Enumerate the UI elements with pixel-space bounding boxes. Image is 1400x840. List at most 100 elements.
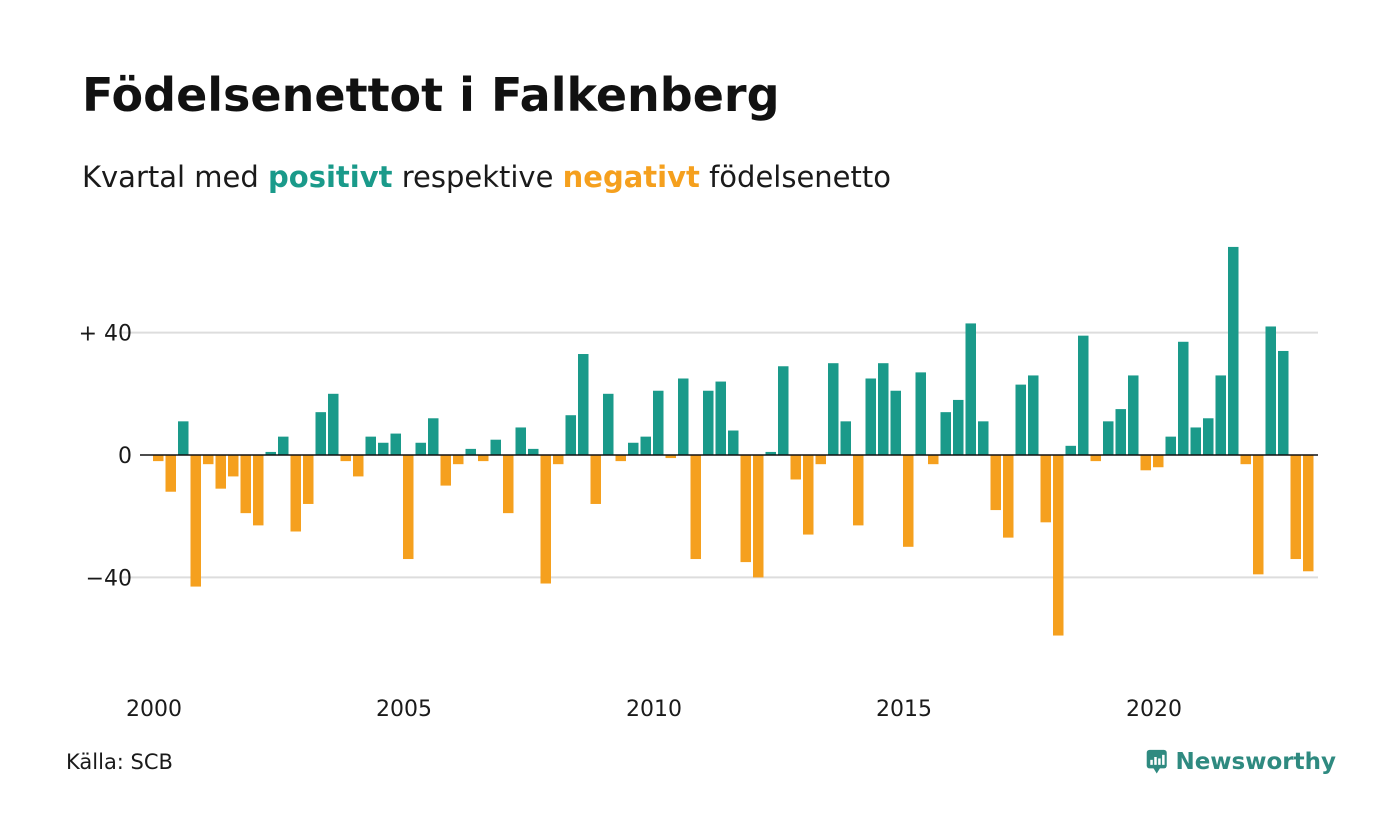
bar-positive xyxy=(840,421,851,455)
bar-positive xyxy=(1165,436,1176,455)
bar-positive xyxy=(565,415,576,455)
bar-positive xyxy=(878,363,889,455)
bar-negative xyxy=(453,455,464,465)
source-note: Källa: SCB xyxy=(66,750,173,774)
bar-positive xyxy=(890,390,901,455)
bar-positive xyxy=(1203,418,1214,455)
bar-negative xyxy=(290,455,301,532)
chart-speech-bubble-icon xyxy=(1146,749,1167,774)
bar-positive xyxy=(278,436,289,455)
bar-negative xyxy=(1240,455,1251,465)
bar-negative xyxy=(790,455,801,480)
y-tick-label: 0 xyxy=(118,444,132,469)
bar-negative xyxy=(1153,455,1164,468)
bar-positive xyxy=(715,381,726,455)
bar-negative xyxy=(1003,455,1014,538)
bar-negative xyxy=(478,455,489,462)
chart-subtitle: Kvartal med positivt respektive negativt… xyxy=(82,160,891,194)
bar-positive xyxy=(428,418,439,455)
bar-positive xyxy=(653,390,664,455)
bar-negative xyxy=(215,455,226,489)
bar-positive xyxy=(915,372,926,455)
x-tick-label: 2005 xyxy=(376,697,432,722)
bar-negative xyxy=(853,455,864,526)
subtitle-suffix: födelsenetto xyxy=(699,160,891,194)
bar-negative xyxy=(615,455,626,462)
bar-positive xyxy=(365,436,376,455)
x-tick-label: 2010 xyxy=(626,697,682,722)
subtitle-negative-keyword: negativt xyxy=(562,160,700,194)
bar-positive xyxy=(415,442,426,455)
bar-positive xyxy=(578,354,589,455)
bar-positive xyxy=(728,430,739,455)
bar-negative xyxy=(1303,455,1314,572)
bar-negative xyxy=(928,455,939,465)
bar-positive xyxy=(1265,326,1276,455)
x-tick-label: 2015 xyxy=(876,697,932,722)
bar-positive xyxy=(640,436,651,455)
bar-positive xyxy=(328,393,339,455)
bar-negative xyxy=(165,455,176,492)
bar-negative xyxy=(665,455,676,459)
bar-positive xyxy=(940,412,951,455)
bar-positive xyxy=(378,442,389,455)
bar-negative xyxy=(753,455,764,578)
bar-negative xyxy=(240,455,251,514)
bar-negative xyxy=(1040,455,1051,523)
bar-negative xyxy=(353,455,364,477)
bar-positive xyxy=(1078,335,1089,455)
bar-negative xyxy=(190,455,201,587)
bar-positive xyxy=(1215,375,1226,455)
bar-positive xyxy=(1190,427,1201,455)
bar-negative xyxy=(553,455,564,465)
bar-positive xyxy=(828,363,839,455)
bar-positive xyxy=(1015,384,1026,455)
x-axis-ticks: 2000 2005 2010 2015 2020 xyxy=(126,697,1182,722)
bar-negative xyxy=(1253,455,1264,575)
bar-negative xyxy=(153,455,164,462)
subtitle-middle: respektive xyxy=(392,160,563,194)
brand-name: Newsworthy xyxy=(1175,749,1336,775)
bar-negative xyxy=(203,455,214,465)
bar-positive xyxy=(628,442,639,455)
bar-positive xyxy=(1115,409,1126,455)
bar-positive xyxy=(865,378,876,455)
bar-positive xyxy=(765,451,776,455)
bar-negative xyxy=(403,455,414,560)
bar-negative xyxy=(590,455,601,504)
bar-positive xyxy=(678,378,689,455)
bar-positive xyxy=(178,421,189,455)
bar-negative xyxy=(540,455,551,584)
bar-positive xyxy=(528,448,539,455)
bar-positive xyxy=(1028,375,1039,455)
bar-positive xyxy=(515,427,526,455)
bar-positive xyxy=(1065,445,1076,455)
bar-positive xyxy=(265,451,276,455)
subtitle-prefix: Kvartal med xyxy=(82,160,269,194)
y-axis-ticks: + 40 0 −40 xyxy=(79,322,132,592)
y-tick-label: −40 xyxy=(86,566,132,591)
bar-negative xyxy=(815,455,826,465)
bar-negative xyxy=(740,455,751,563)
bar-negative xyxy=(990,455,1001,511)
bar-positive xyxy=(778,366,789,455)
bar-positive xyxy=(978,421,989,455)
bar-negative xyxy=(803,455,814,535)
bar-negative xyxy=(228,455,239,477)
bar-positive xyxy=(465,448,476,455)
chart-title: Födelsenettot i Falkenberg xyxy=(82,68,780,122)
brand-mark: Newsworthy xyxy=(1146,742,1336,782)
x-tick-label: 2020 xyxy=(1126,697,1182,722)
gridlines xyxy=(120,331,1318,579)
bar-positive xyxy=(603,393,614,455)
bar-negative xyxy=(690,455,701,560)
x-tick-label: 2000 xyxy=(126,697,182,722)
bar-positive xyxy=(953,399,964,455)
bar-negative xyxy=(503,455,514,514)
bars xyxy=(153,246,1314,636)
bar-negative xyxy=(253,455,264,526)
bar-positive xyxy=(1128,375,1139,455)
bar-positive xyxy=(1228,246,1239,455)
bar-positive xyxy=(1178,341,1189,455)
